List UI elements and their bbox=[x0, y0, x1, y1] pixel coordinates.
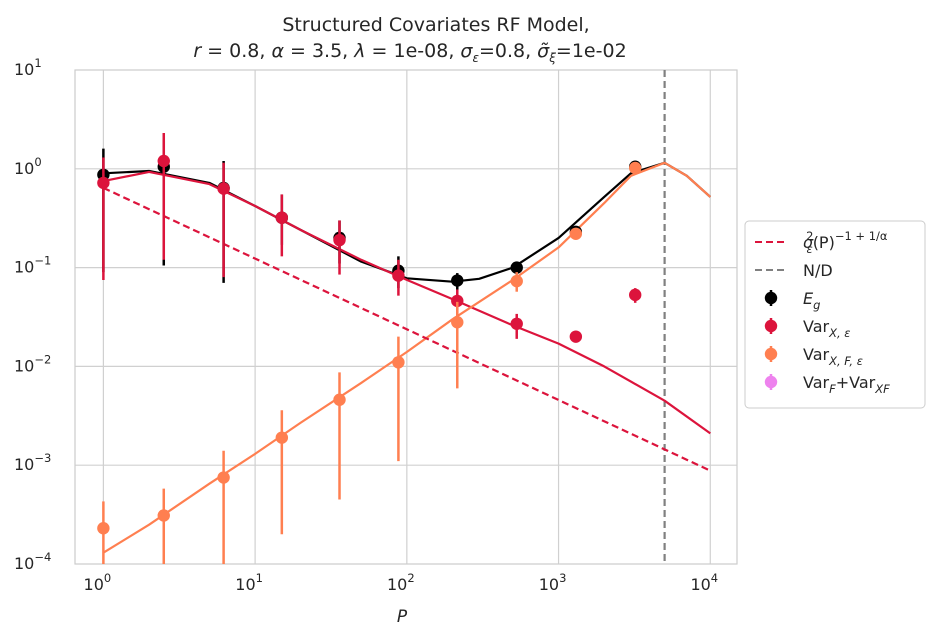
point-VarXFe bbox=[275, 431, 289, 444]
point-VarXe bbox=[629, 288, 642, 302]
point-VarXFe bbox=[510, 274, 523, 288]
legend-swatch-var-x-eps bbox=[764, 318, 778, 334]
legend-swatch-var-x-f-eps bbox=[764, 346, 778, 362]
legend-swatch-eg bbox=[764, 290, 778, 306]
point-VarXe bbox=[569, 330, 583, 343]
legend-marker bbox=[764, 347, 778, 361]
point-VarXFe bbox=[217, 471, 230, 484]
point-VarXFe bbox=[392, 356, 405, 369]
point-VarXFe bbox=[451, 316, 464, 329]
point-VarXe bbox=[275, 211, 289, 224]
x-axis-tick-labels: 100 101 102 103 104 bbox=[84, 571, 719, 594]
legend: σ2 ε(P)−1 + 1/α N/D Eg VarX, ε VarX, F, ε… bbox=[744, 220, 926, 409]
y-tick-label: 10−1 bbox=[14, 254, 51, 277]
legend-label-var-x-eps: VarX, ε bbox=[803, 317, 851, 340]
chart-title-line-2: r = 0.8, α = 3.5, λ = 1e-08, σε=0.8, σ̃ξ… bbox=[193, 40, 626, 65]
grid bbox=[75, 70, 737, 564]
point-VarXe bbox=[97, 176, 110, 190]
point-VarXe bbox=[217, 182, 230, 195]
point-Eg bbox=[451, 274, 464, 287]
legend-marker bbox=[764, 291, 778, 305]
point-VarXe bbox=[392, 269, 405, 282]
y-tick-label: 10−2 bbox=[14, 352, 51, 375]
legend-label-nd: N/D bbox=[803, 261, 833, 280]
y-axis-tick-labels: 10−4 10−3 10−2 10−1 100 101 bbox=[14, 56, 51, 573]
x-axis-label: P bbox=[397, 607, 408, 627]
points-layer bbox=[97, 133, 642, 564]
x-tick-label: 104 bbox=[690, 571, 718, 594]
point-VarXFe bbox=[333, 393, 346, 406]
x-tick-label: 101 bbox=[235, 571, 263, 594]
plot-frame bbox=[74, 69, 738, 565]
legend-marker bbox=[764, 319, 778, 333]
x-tick-label: 103 bbox=[539, 571, 567, 594]
chart-title-line-1: Structured Covariates RF Model, bbox=[282, 14, 589, 36]
x-tick-label: 102 bbox=[387, 571, 415, 594]
legend-marker bbox=[764, 375, 778, 389]
legend-label-var-f-plus-var-xf: VarF+VarXF bbox=[803, 373, 890, 396]
legend-box bbox=[744, 220, 926, 409]
legend-label-var-x-f-eps: VarX, F, ε bbox=[803, 345, 863, 368]
point-VarXFe bbox=[629, 161, 642, 175]
point-VarXFe bbox=[569, 227, 583, 240]
point-Eg bbox=[510, 261, 523, 274]
series-line-VarXe_theory bbox=[103, 170, 711, 435]
y-tick-label: 10−3 bbox=[14, 451, 51, 474]
y-tick-label: 100 bbox=[14, 155, 42, 178]
y-tick-label: 101 bbox=[14, 56, 42, 79]
point-VarXe bbox=[157, 154, 170, 168]
point-VarXFe bbox=[157, 509, 170, 522]
y-tick-label: 10−4 bbox=[14, 550, 51, 573]
series-line-sigma_power_law bbox=[102, 186, 711, 472]
legend-label-eg: Eg bbox=[803, 289, 820, 312]
legend-swatch-var-f-plus-var-xf bbox=[764, 374, 778, 390]
legend-label-power-law: σ2 ε(P)−1 + 1/α bbox=[803, 229, 888, 256]
point-VarXe bbox=[333, 233, 346, 247]
point-VarXe bbox=[451, 294, 464, 308]
x-tick-label: 100 bbox=[84, 571, 112, 594]
point-VarXe bbox=[510, 317, 523, 330]
point-VarXFe bbox=[97, 522, 110, 535]
